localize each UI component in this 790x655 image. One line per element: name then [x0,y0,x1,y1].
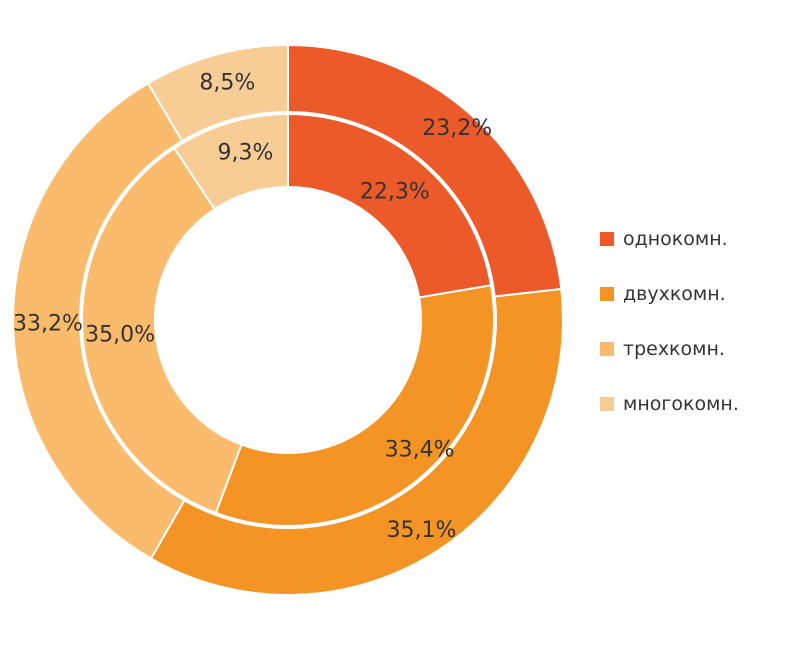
legend-swatch [600,397,614,411]
legend-item-mnogokomn: многокомн. [600,391,785,417]
outer-ring-label-2: 33,2% [13,312,83,337]
legend-label: трехкомн. [623,338,725,360]
legend-item-trekhkomn: трехкомн. [600,336,785,362]
legend-label: однокомн. [623,228,728,250]
legend-item-odnokomn: однокомн. [600,226,785,252]
inner-ring-label-0: 22,3% [360,180,430,205]
outer-ring-label-1: 35,1% [387,518,457,543]
legend-item-dvukhkomn: двухкомн. [600,281,785,307]
outer-ring-slice-2 [12,81,186,560]
outer-ring-label-0: 23,2% [422,116,492,141]
chart-legend: однокомн. двухкомн. трехкомн. многокомн. [600,226,785,446]
outer-ring-slice-1 [149,287,564,596]
outer-ring-label-3: 8,5% [199,71,255,96]
inner-ring-slice-3 [172,112,289,211]
legend-label: двухкомн. [623,283,726,305]
outer-ring-slice-3 [146,43,289,143]
inner-ring-label-1: 33,4% [385,438,455,463]
legend-swatch [600,287,614,301]
legend-label: многокомн. [623,393,739,415]
inner-ring-slice-0 [287,112,493,299]
legend-swatch [600,232,614,246]
inner-ring-slice-2 [81,146,243,515]
inner-ring-label-2: 35,0% [85,322,155,347]
inner-ring-slice-1 [214,284,495,527]
legend-swatch [600,342,614,356]
inner-ring-label-3: 9,3% [218,140,274,165]
